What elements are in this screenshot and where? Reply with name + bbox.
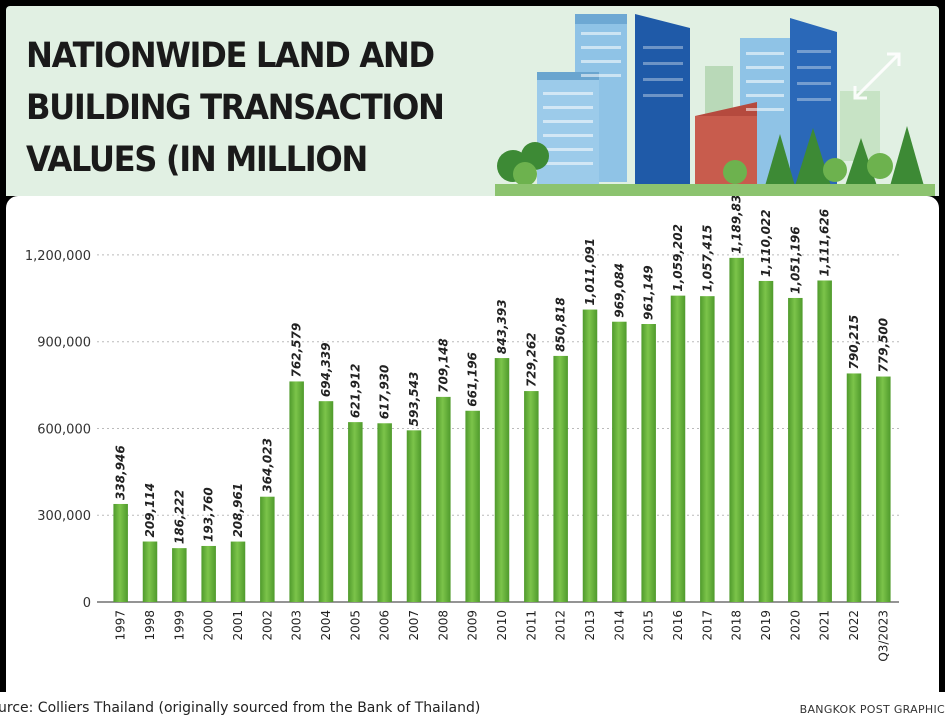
bar-2021	[817, 280, 832, 602]
x-tick-label: 2022	[847, 610, 861, 641]
x-tick-label: 2016	[671, 610, 685, 641]
credit-line: BANGKOK POST GRAPHIC	[799, 703, 945, 716]
data-label: 1,189,837	[730, 196, 744, 254]
data-label: 843,393	[495, 299, 509, 354]
x-tick-label: 2004	[319, 610, 333, 641]
x-tick-label: 2012	[554, 610, 568, 641]
data-label: 1,051,196	[788, 226, 802, 294]
bar-2016	[670, 295, 686, 602]
data-label: 729,262	[524, 332, 538, 387]
data-label: 1,011,091	[583, 238, 597, 306]
data-label: 208,961	[231, 483, 245, 538]
y-tick-label: 300,000	[37, 509, 91, 524]
x-tick-label: 2008	[436, 610, 450, 641]
x-tick-label: 2006	[378, 610, 392, 641]
data-label: 1,059,202	[671, 224, 685, 292]
bar-2007	[406, 430, 422, 602]
x-tick-label: Q3/2023	[876, 610, 890, 662]
bar-chart: 0 300,000 600,000 900,000 1,200,000 338,946 19…	[25, 196, 899, 662]
data-label: 186,222	[172, 489, 186, 544]
x-tick-label: 2014	[612, 610, 626, 641]
bar-2005	[348, 422, 363, 602]
x-tick-label: 2007	[407, 610, 421, 641]
data-label: 969,084	[612, 263, 626, 318]
bar-2010	[494, 358, 510, 602]
bar-2008	[436, 396, 451, 602]
bar-1997	[113, 503, 128, 602]
x-tick-label: 2010	[495, 610, 509, 641]
bar-2017	[700, 296, 715, 602]
data-label: 617,930	[378, 365, 392, 420]
x-tick-label: 1997	[114, 610, 128, 641]
x-tick-label: 2002	[260, 610, 274, 641]
bar-2012	[553, 355, 568, 602]
x-tick-label: 2011	[524, 610, 538, 641]
bar-1998	[142, 541, 158, 602]
data-label: 790,215	[847, 315, 861, 370]
bar-2001	[230, 541, 246, 602]
bar-2003	[289, 381, 304, 602]
x-tick-label: 2000	[202, 610, 216, 641]
bar-Q3/2023	[876, 376, 891, 602]
data-label: 1,057,415	[700, 225, 714, 293]
y-tick-label: 0	[83, 596, 91, 611]
data-label: 364,023	[260, 438, 274, 493]
y-tick-label: 900,000	[37, 336, 91, 351]
data-label: 762,579	[290, 323, 304, 378]
data-label: 779,500	[876, 318, 890, 373]
x-tick-label: 2015	[642, 610, 656, 641]
bar-2020	[788, 297, 803, 602]
x-tick-label: 2019	[759, 610, 773, 641]
x-tick-label: 1999	[172, 610, 186, 641]
bar-2015	[641, 324, 656, 602]
x-tick-label: 2013	[583, 610, 597, 641]
x-tick-label: 2021	[818, 610, 832, 641]
chart-panel: 0 300,000 600,000 900,000 1,200,000 338,946 19…	[6, 196, 939, 692]
x-tick-label: 2001	[231, 610, 245, 641]
x-tick-label: 1998	[143, 610, 157, 641]
x-tick-label: 2018	[730, 610, 744, 641]
bar-2022	[846, 373, 862, 602]
data-label: 1,111,626	[818, 209, 832, 277]
data-label: 850,818	[554, 297, 568, 352]
x-tick-label: 2003	[290, 610, 304, 641]
city-skyline-illustration	[495, 14, 935, 196]
data-label: 694,339	[319, 343, 333, 398]
x-tick-label: 2020	[788, 610, 802, 641]
footer: urce: Colliers Thailand (originally sour…	[0, 692, 945, 724]
data-label: 1,110,022	[759, 209, 773, 277]
bar-2019	[758, 280, 774, 602]
data-label: 621,912	[348, 363, 362, 418]
data-label: 193,760	[202, 487, 216, 542]
bar-2018	[729, 257, 744, 602]
data-label: 661,196	[466, 352, 480, 407]
data-label: 961,149	[642, 265, 656, 320]
x-tick-label: 2017	[700, 610, 714, 641]
bar-2011	[524, 391, 539, 602]
bar-2004	[318, 401, 334, 602]
bar-2013	[582, 309, 598, 602]
bar-2014	[612, 321, 627, 602]
data-label: 338,946	[114, 445, 128, 500]
x-tick-label: 2009	[466, 610, 480, 641]
data-label: 709,148	[436, 338, 450, 393]
source-note: urce: Colliers Thailand (originally sour…	[0, 700, 481, 716]
y-tick-label: 1,200,000	[25, 249, 91, 264]
bar-1999	[172, 548, 187, 602]
bar-2009	[465, 410, 480, 602]
data-label: 593,543	[407, 372, 421, 427]
x-tick-label: 2005	[348, 610, 362, 641]
bar-2006	[377, 423, 392, 602]
y-tick-label: 600,000	[37, 422, 91, 437]
bar-2002	[260, 496, 275, 602]
data-label: 209,114	[143, 483, 157, 538]
bar-2000	[201, 545, 216, 602]
